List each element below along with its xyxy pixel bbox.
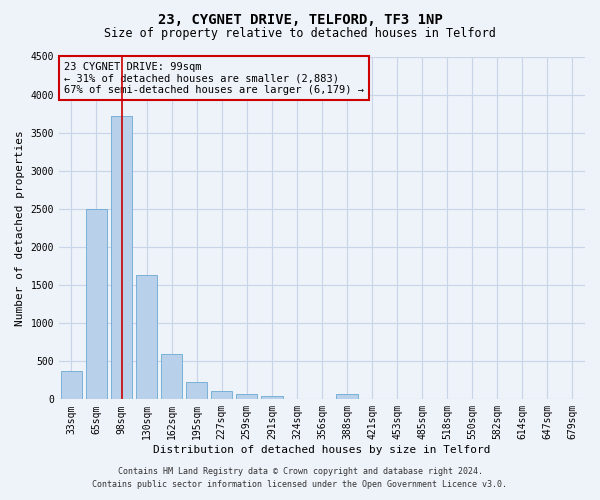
Bar xyxy=(111,116,132,400)
Y-axis label: Number of detached properties: Number of detached properties xyxy=(15,130,25,326)
Text: Size of property relative to detached houses in Telford: Size of property relative to detached ho… xyxy=(104,28,496,40)
Bar xyxy=(61,371,82,400)
Bar xyxy=(136,275,157,400)
Text: 23 CYGNET DRIVE: 99sqm
← 31% of detached houses are smaller (2,883)
67% of semi-: 23 CYGNET DRIVE: 99sqm ← 31% of detached… xyxy=(64,62,364,95)
Text: 23, CYGNET DRIVE, TELFORD, TF3 1NP: 23, CYGNET DRIVE, TELFORD, TF3 1NP xyxy=(158,12,442,26)
Text: Contains HM Land Registry data © Crown copyright and database right 2024.
Contai: Contains HM Land Registry data © Crown c… xyxy=(92,468,508,489)
Bar xyxy=(236,394,257,400)
Bar xyxy=(211,392,232,400)
Bar xyxy=(86,209,107,400)
X-axis label: Distribution of detached houses by size in Telford: Distribution of detached houses by size … xyxy=(153,445,491,455)
Bar xyxy=(261,396,283,400)
Bar xyxy=(337,394,358,400)
Bar xyxy=(186,382,208,400)
Bar xyxy=(161,354,182,400)
